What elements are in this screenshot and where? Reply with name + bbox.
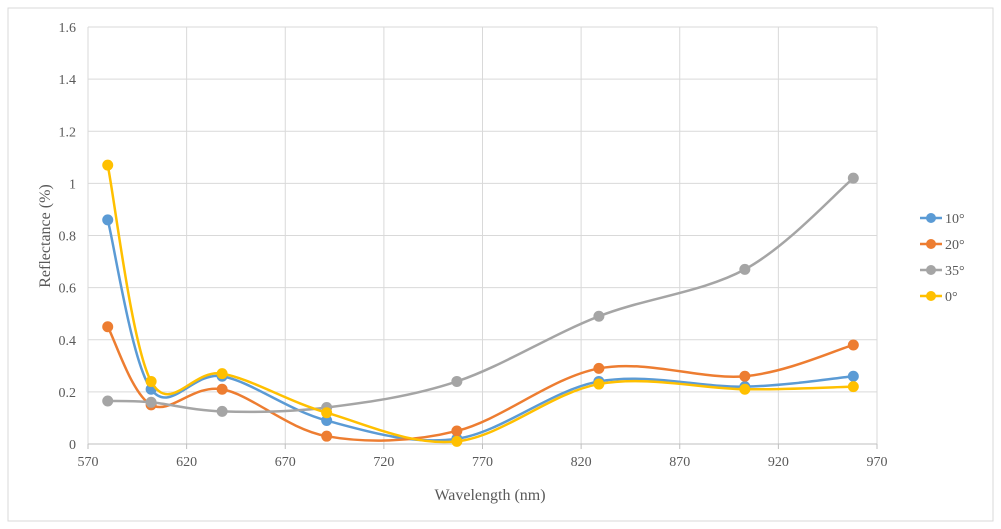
- x-tick-label: 770: [472, 455, 493, 470]
- data-point: [847, 381, 859, 393]
- x-tick-label: 670: [275, 455, 296, 470]
- data-point: [451, 375, 463, 387]
- series-4: [102, 159, 859, 447]
- data-point: [102, 159, 114, 171]
- data-point: [847, 339, 859, 351]
- legend-swatch-marker: [926, 213, 936, 223]
- y-axis-title: Reflectance (%): [37, 184, 54, 287]
- x-axis-title: Wavelength (nm): [434, 487, 545, 504]
- axes: 0 0.2 0.4 0.6 0.8 1 1.2 1.4 1.6 570 620 670 720 770 82…: [59, 21, 888, 470]
- data-point: [216, 383, 228, 395]
- data-point: [102, 214, 114, 226]
- y-tick-label: 1.2: [59, 125, 77, 140]
- y-tick-label: 1: [69, 177, 76, 192]
- y-tick-label: 1.6: [59, 21, 77, 36]
- legend-entry: 35°: [920, 264, 965, 279]
- data-point: [739, 263, 751, 275]
- x-tick-label: 620: [176, 455, 197, 470]
- data-point: [216, 368, 228, 380]
- legend-swatch-marker: [926, 265, 936, 275]
- data-point: [451, 425, 463, 437]
- data-point: [593, 362, 605, 374]
- data-point: [451, 435, 463, 447]
- series-3: [102, 172, 859, 417]
- x-tick-label: 570: [78, 455, 99, 470]
- legend: 10° 20° 35° 0°: [920, 212, 965, 305]
- data-point: [593, 310, 605, 322]
- legend-swatch-marker: [926, 239, 936, 249]
- data-point: [739, 383, 751, 395]
- y-tick-label: 0.4: [59, 334, 77, 349]
- data-point: [145, 396, 157, 408]
- data-point: [847, 370, 859, 382]
- data-point: [321, 407, 333, 419]
- data-point: [216, 405, 228, 417]
- chart-border: [7, 7, 994, 522]
- legend-swatch-marker: [926, 291, 936, 301]
- data-point: [321, 430, 333, 442]
- x-tick-label: 870: [669, 455, 690, 470]
- x-tick-label: 920: [768, 455, 789, 470]
- data-point: [847, 172, 859, 184]
- x-tick-label: 970: [867, 455, 888, 470]
- legend-label: 10°: [945, 212, 965, 227]
- x-tick-label: 720: [373, 455, 394, 470]
- data-point: [102, 395, 114, 407]
- y-tick-label: 0.6: [59, 282, 77, 297]
- data-point: [593, 378, 605, 390]
- x-tick-label: 820: [571, 455, 592, 470]
- data-point: [145, 375, 157, 387]
- y-tick-label: 0.2: [59, 386, 77, 401]
- series-group: [102, 159, 859, 447]
- legend-entry: 0°: [920, 290, 958, 305]
- legend-label: 20°: [945, 238, 965, 253]
- legend-entry: 20°: [920, 238, 965, 253]
- legend-label: 0°: [945, 290, 958, 305]
- y-tick-label: 0.8: [59, 230, 77, 245]
- legend-label: 35°: [945, 264, 965, 279]
- y-tick-label: 0: [69, 438, 76, 453]
- data-point: [102, 321, 114, 333]
- y-tick-label: 1.4: [59, 73, 77, 88]
- data-point: [739, 370, 751, 382]
- legend-entry: 10°: [920, 212, 965, 227]
